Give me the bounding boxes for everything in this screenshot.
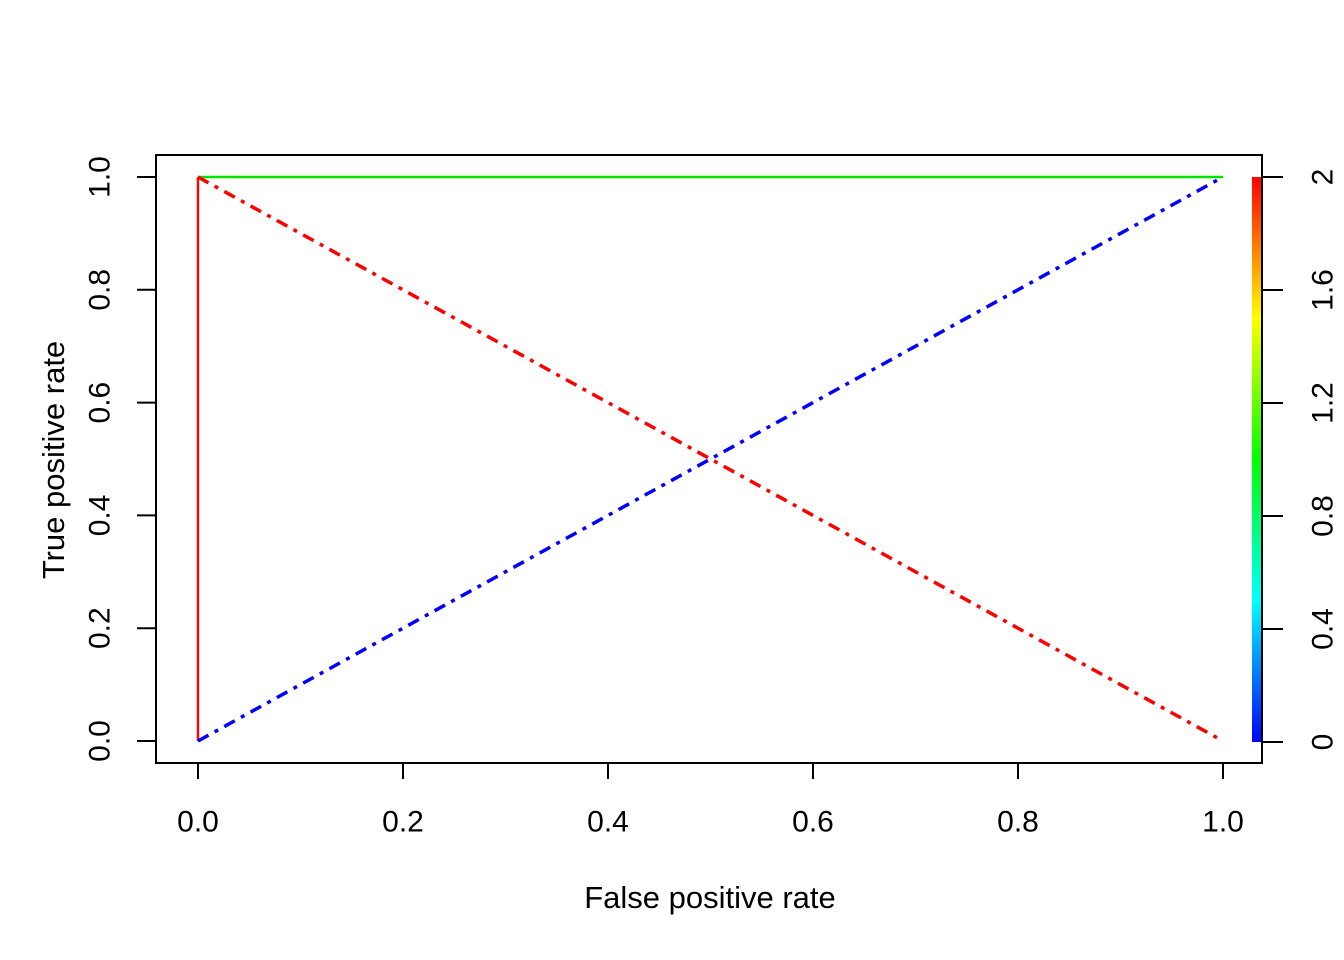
y-axis: 0.0 0.2 0.4 0.6 0.8 1.0 (84, 156, 156, 762)
y-tick-label: 0.0 (84, 720, 117, 762)
x-tick-label: 0.8 (997, 806, 1039, 839)
y-tick-label: 0.8 (84, 269, 117, 311)
x-tick-label: 0.0 (177, 806, 219, 839)
colorbar-tick-label: 0.8 (1307, 495, 1340, 537)
y-tick-label: 0.4 (84, 495, 117, 537)
y-tick-label: 0.2 (84, 607, 117, 649)
x-axis: 0.0 0.2 0.4 0.6 0.8 1.0 (177, 763, 1244, 839)
colorbar-tick-label: 0.4 (1307, 608, 1340, 650)
x-tick-label: 0.2 (382, 806, 424, 839)
colorbar-tick-label: 2 (1307, 169, 1340, 186)
colorbar-axis: 0 0.4 0.8 1.2 1.6 2 (1262, 169, 1340, 751)
x-axis-title: False positive rate (584, 880, 836, 915)
colorbar-tick-label: 1.2 (1307, 382, 1340, 424)
y-tick-label: 1.0 (84, 156, 117, 198)
y-axis-title: True positive rate (36, 341, 71, 579)
y-tick-label: 0.6 (84, 382, 117, 424)
colorbar (1252, 177, 1262, 742)
plot-border-box (155, 154, 1263, 764)
colorbar-tick-label: 0 (1307, 734, 1340, 751)
x-tick-label: 1.0 (1202, 806, 1244, 839)
x-tick-label: 0.4 (587, 806, 629, 839)
x-tick-label: 0.6 (792, 806, 834, 839)
colorbar-gradient-strip (1252, 177, 1262, 742)
plot-series-lines (196, 175, 1224, 743)
colorbar-tick-label: 1.6 (1307, 269, 1340, 311)
